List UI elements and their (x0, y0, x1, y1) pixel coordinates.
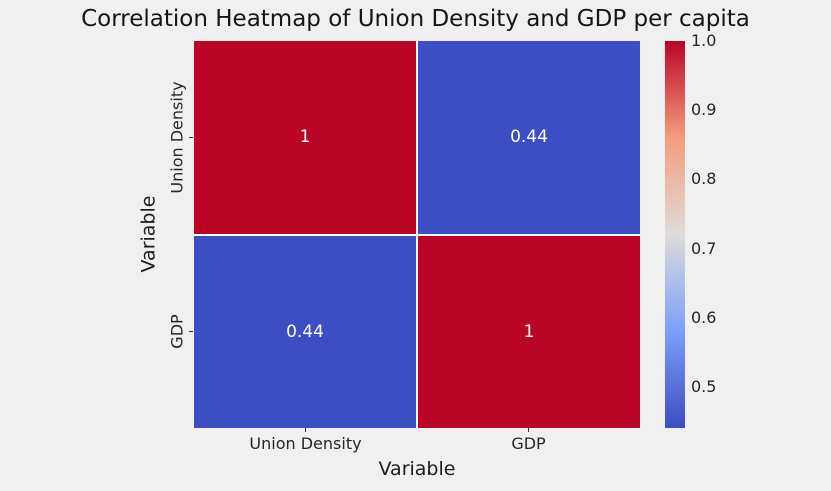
heatmap-cell-r1c1: 1 (418, 235, 640, 428)
colorbar-tick: 0.7 (691, 239, 717, 258)
x-tick-mark (528, 428, 529, 432)
colorbar-tick: 1.0 (691, 31, 717, 50)
y-tick-mark (189, 137, 193, 138)
x-tick-union-density: Union Density (249, 434, 362, 453)
heatmap-cell-r1c0: 0.44 (194, 235, 416, 428)
colorbar-tick: 0.8 (691, 169, 717, 188)
y-axis-label-text: Variable (137, 195, 159, 273)
colorbar-tick: 0.5 (691, 377, 717, 396)
x-axis-label: Variable (378, 458, 456, 480)
heatmap-cell-r0c1: 0.44 (418, 41, 640, 234)
colorbar (665, 41, 685, 428)
x-tick-gdp: GDP (511, 434, 546, 453)
colorbar-tick: 0.6 (691, 308, 717, 327)
y-tick-mark (189, 331, 193, 332)
y-tick-label: Union Density (167, 80, 187, 194)
heatmap-grid: 1 0.44 0.44 1 (194, 41, 640, 428)
y-tick-label: GDP (167, 313, 187, 349)
heatmap-cell-r0c0: 1 (194, 41, 416, 234)
x-tick-mark (305, 428, 306, 432)
chart-title: Correlation Heatmap of Union Density and… (81, 6, 750, 32)
colorbar-tick: 0.9 (691, 100, 717, 119)
